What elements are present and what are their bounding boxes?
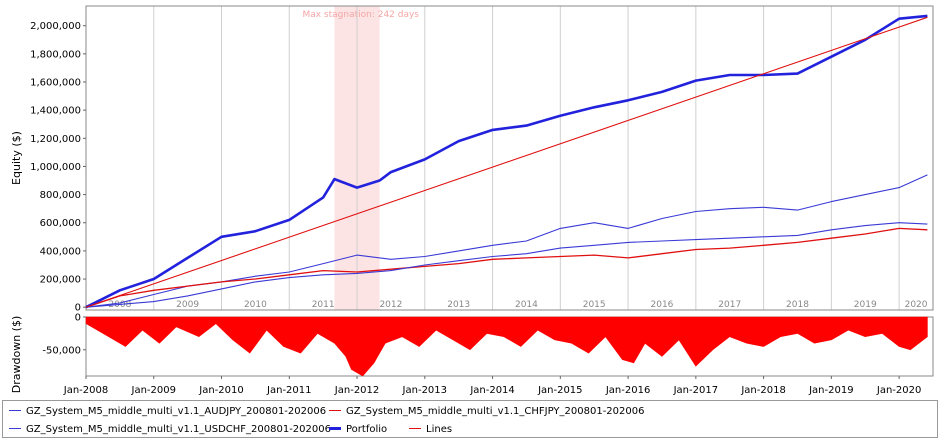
stagnation-label: Max stagnation: 242 days: [302, 10, 419, 20]
drawdown-y-tick-label: -50,000: [42, 345, 81, 356]
legend-item-audjpy: GZ_System_M5_middle_multi_v1.1_AUDJPY_20…: [9, 406, 326, 418]
x-tick-label: Jan-2020: [876, 385, 921, 396]
legend-label-lines: Lines: [426, 424, 453, 435]
legend-item-usdchf: GZ_System_M5_middle_multi_v1.1_USDCHF_20…: [9, 424, 331, 436]
x-tick-label: Jan-2016: [605, 385, 650, 396]
inner-year-label: 2011: [312, 300, 335, 310]
equity-axis-label: Equity ($): [10, 131, 23, 185]
inner-year-label: 2016: [651, 300, 674, 310]
series-line-portfolio: [85, 14, 928, 309]
inner-year-label: 2017: [718, 300, 741, 310]
series-line-audjpy: [85, 174, 928, 308]
legend-label-usdchf: GZ_System_M5_middle_multi_v1.1_USDCHF_20…: [26, 424, 331, 435]
equity-panel: Max stagnation: 242 days 2008 2009 2010 2011…: [10, 5, 934, 314]
legend-swatch-usdchf: [9, 427, 21, 429]
x-tick-label: Jan-2009: [131, 385, 176, 396]
legend-swatch-chfjpy: [329, 409, 341, 411]
x-tick-label: Jan-2013: [402, 385, 447, 396]
x-tick-label: Jan-2012: [334, 385, 379, 396]
legend-swatch-portfolio: [329, 426, 341, 430]
legend-swatch-audjpy: [9, 409, 21, 411]
legend-label-chfjpy: GZ_System_M5_middle_multi_v1.1_CHFJPY_20…: [346, 406, 645, 417]
legend-item-portfolio: Portfolio: [329, 424, 387, 436]
series-line-usdchf: [85, 222, 928, 308]
drawdown-y-tick-label: 0: [75, 313, 81, 324]
x-tick-label: Jan-2018: [740, 385, 785, 396]
inner-year-label: 2012: [379, 300, 402, 310]
inner-year-label: 2010: [244, 300, 267, 310]
legend-item-chfjpy: GZ_System_M5_middle_multi_v1.1_CHFJPY_20…: [329, 406, 644, 418]
inner-year-label: 2009: [176, 300, 199, 310]
y-tick-label: 400,000: [40, 246, 81, 257]
series-line-chfjpy: [85, 227, 928, 308]
x-tick-label: Jan-2014: [469, 385, 514, 396]
legend: GZ_System_M5_middle_multi_v1.1_AUDJPY_20…: [2, 400, 938, 438]
inner-year-label: 2020: [905, 300, 928, 310]
drawdown-axis-label: Drawdown ($): [10, 316, 23, 394]
x-tick-label: Jan-2011: [266, 385, 311, 396]
x-tick-label: Jan-2008: [63, 385, 108, 396]
legend-label-audjpy: GZ_System_M5_middle_multi_v1.1_AUDJPY_20…: [26, 406, 327, 417]
inner-year-label: 2018: [786, 300, 809, 310]
inner-year-label: 2008: [108, 300, 131, 310]
inner-year-label: 2019: [854, 300, 877, 310]
y-tick-label: 800,000: [40, 190, 81, 201]
equity-plot-frame: [85, 5, 934, 311]
y-tick-label: 1,800,000: [30, 49, 81, 60]
y-tick-label: 200,000: [40, 275, 81, 286]
y-tick-label: 600,000: [40, 218, 81, 229]
legend-swatch-lines: [409, 427, 421, 429]
inner-year-label: 2015: [583, 300, 606, 310]
y-tick-label: 2,000,000: [30, 21, 81, 32]
y-tick-label: 1,000,000: [30, 162, 81, 173]
x-tick-label: Jan-2015: [537, 385, 582, 396]
x-tick-label: Jan-2010: [198, 385, 243, 396]
legend-label-portfolio: Portfolio: [346, 424, 388, 435]
y-tick-label: 1,200,000: [30, 134, 81, 145]
x-tick-label: Jan-2017: [673, 385, 718, 396]
y-tick-label: 1,600,000: [30, 78, 81, 89]
y-tick-label: 1,400,000: [30, 106, 81, 117]
series-line-lines: [85, 16, 928, 308]
x-tick-label: Jan-2019: [808, 385, 853, 396]
y-tick-label: 0: [75, 303, 81, 314]
inner-year-label: 2013: [447, 300, 470, 310]
inner-year-label: 2014: [515, 300, 538, 310]
drawdown-panel: 0 -50,000 Drawdown ($) Jan-2008 Jan-2009 Jan-…: [10, 313, 934, 396]
legend-item-lines: Lines: [409, 424, 452, 436]
drawdown-area: [85, 316, 928, 377]
